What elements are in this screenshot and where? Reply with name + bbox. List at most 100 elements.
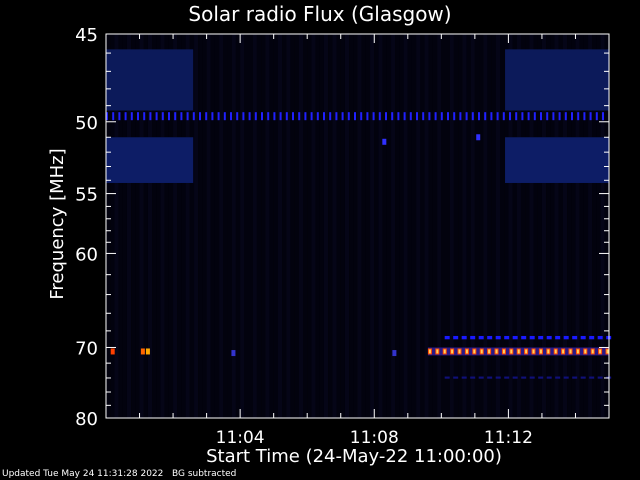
emission-line-49.6-dashes-dash <box>161 112 164 121</box>
emission-line-49.6-dashes-dash <box>397 112 400 121</box>
noise-column <box>374 34 379 418</box>
emission-line-49.6-dashes-dash <box>552 112 555 121</box>
y-tick-label: 60 <box>75 244 98 265</box>
noise-column <box>269 34 274 418</box>
noise-column <box>487 34 492 418</box>
emission-burst-core <box>569 349 572 354</box>
noise-column <box>202 34 207 418</box>
noise-column <box>273 34 278 418</box>
y-tick-label: 50 <box>75 113 98 134</box>
noise-column <box>474 34 480 418</box>
emission-burst-core <box>451 349 454 354</box>
emission-burst-core <box>502 349 505 354</box>
emission-line-49.6-dashes-dash <box>385 112 387 121</box>
noise-column <box>235 34 241 418</box>
noise-column <box>282 34 287 418</box>
emission-burst-core <box>606 349 609 354</box>
noise-column <box>227 34 232 418</box>
emission-burst-core <box>510 349 513 354</box>
emission-line-74-faint-dash <box>512 376 518 379</box>
emission-line-49.6-dashes-dash <box>118 112 121 121</box>
noise-column <box>131 34 136 418</box>
emission-line-68.8-dashes-dash <box>478 335 484 340</box>
emission-line-49.6-dashes-dash <box>168 112 170 121</box>
noise-column <box>437 34 442 418</box>
y-tick-label: 55 <box>75 185 98 206</box>
noise-column <box>323 34 329 418</box>
emission-line-74-faint-dash <box>478 376 484 379</box>
emission-line-68.8-dashes-dash <box>538 335 544 340</box>
emission-line-49.6-dashes-dash <box>155 112 158 121</box>
emission-line-49.6-dashes-dash <box>484 112 487 121</box>
y-axis-label: Frequency [MHz] <box>47 148 68 299</box>
noise-column <box>240 34 245 418</box>
noise-column <box>198 34 203 418</box>
emission-burst-core <box>465 349 468 354</box>
emission-line-74-faint-dash <box>495 376 501 379</box>
emission-line-49.6-dashes-dash <box>558 112 561 121</box>
emission-line-68.8-dashes-dash <box>453 335 459 340</box>
noise-column <box>265 34 270 418</box>
noise-column <box>219 34 224 418</box>
noise-column <box>462 34 467 418</box>
emission-line-68.8-dashes-dash <box>521 335 527 340</box>
noise-column <box>529 34 534 418</box>
noise-column <box>579 34 584 418</box>
noise-column <box>571 34 576 418</box>
emission-line-49.6-dashes-dash <box>434 112 437 121</box>
noise-column <box>424 34 429 418</box>
noise-column <box>449 34 454 418</box>
emission-line-49.6-dashes-dash <box>583 112 586 121</box>
emission-line-74-faint-dash <box>563 376 569 379</box>
noise-column <box>168 34 174 418</box>
noise-column <box>441 34 446 418</box>
noise-column <box>349 34 354 418</box>
emission-line-49.6-dashes-dash <box>279 112 282 121</box>
emission-line-49.6-dashes-dash <box>366 112 369 121</box>
emission-line-49.6-dashes-dash <box>428 112 431 121</box>
emission-line-68.8-dashes-dash <box>529 335 535 340</box>
noise-column <box>575 34 580 418</box>
noise-column <box>495 34 501 418</box>
emission-line-49.6-dashes-dash <box>372 112 375 121</box>
emission-spot <box>382 138 387 145</box>
emission-line-68.8-dashes-dash <box>580 335 586 340</box>
emission-line-49.6-dashes-dash <box>242 112 245 121</box>
emission-line-49.6-dashes-dash <box>354 112 356 121</box>
emission-line-49.6-dashes-dash <box>199 112 201 121</box>
emission-burst-core <box>584 349 587 354</box>
emission-line-68.8-dashes-dash <box>555 335 561 340</box>
noise-column <box>550 34 555 418</box>
noise-column <box>546 34 551 418</box>
noise-column <box>189 34 195 418</box>
emission-line-49.6-dashes-dash <box>230 112 232 121</box>
emission-line-49.6-dashes-dash <box>521 112 524 121</box>
noise-column <box>453 34 459 418</box>
emission-burst-core <box>591 349 594 354</box>
noise-column <box>303 34 308 418</box>
emission-line-68.8-dashes-dash <box>597 335 603 340</box>
noise-column <box>357 34 362 418</box>
noise-column <box>407 34 412 418</box>
emission-line-49.6-dashes-dash <box>347 112 350 121</box>
emission-line-49.6-dashes-dash <box>261 112 263 121</box>
emission-line-49.6-dashes-dash <box>106 112 108 121</box>
noise-column <box>135 34 140 418</box>
emission-line-49.6-dashes-dash <box>577 112 580 121</box>
axes <box>105 33 610 419</box>
noise-column <box>520 34 526 418</box>
emission-line-49.6-dashes-dash <box>130 112 133 121</box>
noise-column <box>420 34 425 418</box>
emission-line-74-faint-dash <box>453 376 459 379</box>
x-tick-label: 11:12 <box>484 428 533 448</box>
noise-column <box>483 34 488 418</box>
emission-line-74-faint-dash <box>444 376 450 379</box>
emission-line-49.6-dashes-dash <box>409 112 412 121</box>
noise-column <box>319 34 324 418</box>
plot-area <box>106 34 612 418</box>
footer-status: Updated Tue May 24 11:31:28 2022 BG subt… <box>2 469 236 479</box>
emission-line-49.6-dashes-dash <box>329 112 332 121</box>
emission-line-49.6-dashes-dash <box>422 112 425 121</box>
emission-line-74-faint-dash <box>529 376 535 379</box>
